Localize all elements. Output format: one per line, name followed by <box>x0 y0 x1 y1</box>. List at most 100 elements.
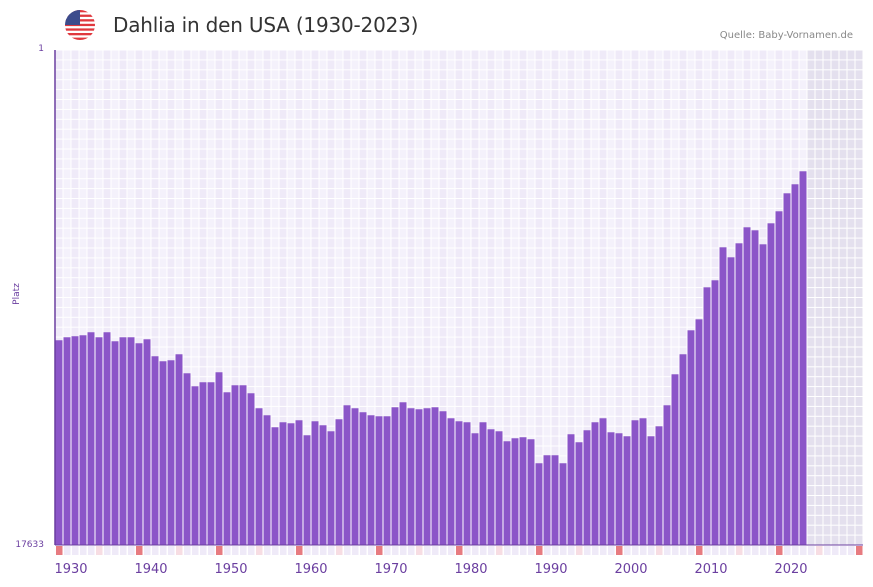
bar-1995[interactable] <box>575 442 583 545</box>
bar-2016[interactable] <box>743 227 751 545</box>
bar-1962[interactable] <box>311 421 319 545</box>
bar-2017[interactable] <box>751 230 759 545</box>
bar-2006[interactable] <box>663 405 671 545</box>
bar-1969[interactable] <box>367 415 375 545</box>
bar-1972[interactable] <box>391 407 399 545</box>
bar-1945[interactable] <box>175 354 183 545</box>
bar-1963[interactable] <box>319 425 327 545</box>
bar-2000[interactable] <box>615 433 623 545</box>
bar-1994[interactable] <box>567 434 575 545</box>
bar-1960[interactable] <box>295 420 303 545</box>
bar-2009[interactable] <box>687 330 695 545</box>
bar-1993[interactable] <box>559 463 567 545</box>
bar-2003[interactable] <box>639 418 647 545</box>
bar-1965[interactable] <box>335 419 343 545</box>
bar-1988[interactable] <box>519 437 527 545</box>
bar-1940[interactable] <box>135 343 143 545</box>
bar-1939[interactable] <box>127 337 135 545</box>
bar-1937[interactable] <box>111 341 119 545</box>
year-marker <box>816 546 823 555</box>
bar-1950[interactable] <box>215 372 223 545</box>
bar-2018[interactable] <box>759 244 767 545</box>
bar-2001[interactable] <box>623 436 631 545</box>
bar-1961[interactable] <box>303 435 311 545</box>
bar-1957[interactable] <box>271 427 279 545</box>
bar-1934[interactable] <box>87 332 95 545</box>
bar-1946[interactable] <box>183 373 191 545</box>
bar-1958[interactable] <box>279 422 287 545</box>
bar-1975[interactable] <box>415 409 423 545</box>
bar-1955[interactable] <box>255 408 263 545</box>
bar-1966[interactable] <box>343 405 351 545</box>
bar-1990[interactable] <box>535 463 543 545</box>
bar-1981[interactable] <box>463 422 471 545</box>
bar-1930[interactable] <box>55 340 63 545</box>
bar-1992[interactable] <box>551 455 559 545</box>
bar-1973[interactable] <box>399 402 407 545</box>
bar-1986[interactable] <box>503 441 511 545</box>
bar-2023[interactable] <box>799 171 807 546</box>
bar-1935[interactable] <box>95 337 103 545</box>
bar-1938[interactable] <box>119 337 127 545</box>
bar-1944[interactable] <box>167 360 175 545</box>
bar-1968[interactable] <box>359 412 367 545</box>
bar-1979[interactable] <box>447 418 455 545</box>
bar-1983[interactable] <box>479 422 487 545</box>
bar-1932[interactable] <box>71 336 79 545</box>
bar-2019[interactable] <box>767 223 775 545</box>
bar-1933[interactable] <box>79 335 87 545</box>
bar-2013[interactable] <box>719 247 727 545</box>
bar-2014[interactable] <box>727 257 735 545</box>
x-tick-label: 1960 <box>294 562 328 577</box>
bar-1964[interactable] <box>327 431 335 545</box>
bar-1942[interactable] <box>151 356 159 545</box>
bar-1999[interactable] <box>607 432 615 545</box>
bar-2010[interactable] <box>695 319 703 545</box>
bar-1989[interactable] <box>527 439 535 545</box>
bar-1947[interactable] <box>191 386 199 545</box>
bar-1953[interactable] <box>239 385 247 545</box>
bar-1949[interactable] <box>207 382 215 545</box>
bar-2004[interactable] <box>647 436 655 545</box>
bar-1931[interactable] <box>63 337 71 545</box>
source-label[interactable]: Quelle: Baby-Vornamen.de <box>719 30 853 41</box>
bar-1936[interactable] <box>103 332 111 545</box>
bar-1997[interactable] <box>591 422 599 545</box>
bar-2015[interactable] <box>735 243 743 545</box>
bar-1974[interactable] <box>407 408 415 545</box>
bar-1976[interactable] <box>423 408 431 545</box>
bar-1956[interactable] <box>263 415 271 545</box>
bar-1951[interactable] <box>223 392 231 545</box>
bar-1982[interactable] <box>471 433 479 545</box>
bar-1943[interactable] <box>159 361 167 545</box>
bar-1978[interactable] <box>439 411 447 545</box>
bar-2005[interactable] <box>655 426 663 545</box>
bar-1959[interactable] <box>287 423 295 545</box>
bar-1987[interactable] <box>511 438 519 545</box>
bar-2002[interactable] <box>631 420 639 545</box>
bar-1941[interactable] <box>143 339 151 545</box>
bar-1980[interactable] <box>455 421 463 545</box>
year-marker <box>496 546 503 555</box>
bar-1991[interactable] <box>543 455 551 545</box>
bar-1952[interactable] <box>231 385 239 545</box>
bar-1984[interactable] <box>487 429 495 545</box>
year-marker <box>840 546 847 555</box>
bar-1996[interactable] <box>583 430 591 545</box>
bar-1998[interactable] <box>599 418 607 545</box>
bar-2022[interactable] <box>791 184 799 545</box>
bar-2007[interactable] <box>671 374 679 545</box>
bar-2020[interactable] <box>775 211 783 545</box>
bar-2011[interactable] <box>703 287 711 545</box>
bar-1954[interactable] <box>247 393 255 545</box>
bar-1977[interactable] <box>431 407 439 545</box>
bar-1970[interactable] <box>375 416 383 545</box>
bar-2008[interactable] <box>679 354 687 545</box>
bar-1971[interactable] <box>383 416 391 545</box>
bar-2012[interactable] <box>711 280 719 545</box>
bar-1985[interactable] <box>495 431 503 545</box>
bar-1948[interactable] <box>199 382 207 545</box>
year-marker <box>752 546 759 555</box>
bar-2021[interactable] <box>783 193 791 545</box>
bar-1967[interactable] <box>351 408 359 545</box>
